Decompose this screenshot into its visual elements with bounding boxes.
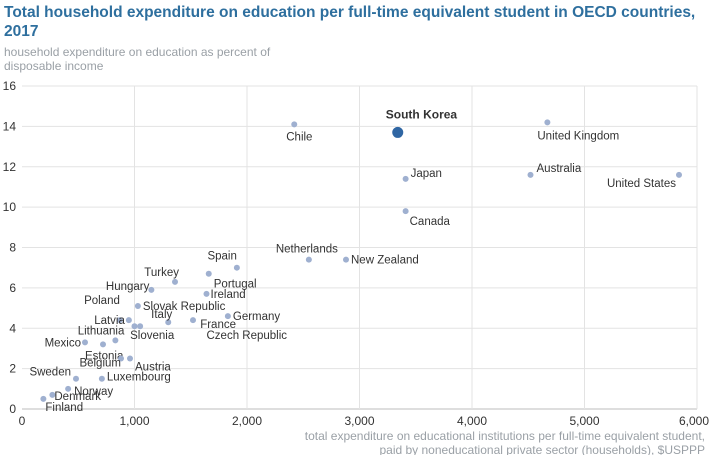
x-tick-label: 3,000 [344,414,374,428]
point-norway [65,385,72,392]
label-united-states: United States [607,178,676,190]
label-canada: Canada [410,216,451,228]
point-spain [233,264,240,271]
label-new-zealand: New Zealand [351,255,419,267]
point-italy [165,319,172,326]
x-tick-label: 5,000 [569,414,599,428]
point-sweden [73,375,79,382]
y-tick-label: 2 [9,362,16,376]
point-south-korea [392,126,404,138]
point-latvia [125,317,132,324]
point-belgium [118,355,124,362]
x-tick-label: 0 [19,414,26,428]
point-united-kingdom [544,119,551,126]
y-tick-label: 0 [9,402,16,416]
x-tick-label: 4,000 [457,414,487,428]
point-lithuania [112,337,119,344]
x-tick-label: 1,000 [119,414,149,428]
point-estonia [100,341,106,348]
label-united-kingdom: United Kingdom [537,130,619,142]
label-netherlands: Netherlands [276,244,338,256]
label-ireland: Ireland [211,289,246,301]
label-germany: Germany [233,311,281,323]
label-portugal: Portugal [214,279,257,291]
x-axis-label: paid by noneducational private sector (h… [379,443,705,455]
label-south-korea: South Korea [386,107,458,121]
point-hungary [148,286,155,293]
label-norway: Norway [74,386,113,398]
point-japan [402,175,409,182]
x-tick-label: 2,000 [232,414,262,428]
point-ireland [203,290,210,297]
label-denmark: Denmark [54,391,101,403]
label-luxembourg: Luxembourg [107,372,171,384]
label-hungary: Hungary [106,281,150,293]
y-tick-label: 6 [9,281,16,295]
point-australia [527,171,534,178]
label-chile: Chile [286,131,312,143]
y-tick-label: 4 [9,321,16,335]
point-denmark [49,391,56,398]
point-slovak-republic [134,303,141,310]
y-tick-label: 16 [3,79,17,93]
y-tick-label: 14 [3,119,17,133]
point-new-zealand [343,256,349,263]
label-czech-republic: Czech Republic [207,330,288,342]
label-australia: Australia [537,163,582,175]
point-mexico [82,339,88,346]
label-latvia: Latvia [94,315,125,327]
x-tick-label: 6,000 [679,414,709,428]
point-portugal [205,270,212,277]
point-netherlands [305,256,312,263]
x-axis-label: total expenditure on educational institu… [305,429,705,443]
y-tick-label: 8 [9,241,16,255]
point-slovenia [137,323,144,330]
label-lithuania: Lithuania [78,325,125,337]
point-poland [116,317,123,324]
chart-title: Total household expenditure on education… [4,4,696,40]
point-germany [224,313,231,320]
label-japan: Japan [411,168,442,180]
point-czech-republic [131,323,138,330]
y-tick-label: 10 [3,200,17,214]
point-finland [40,395,47,402]
point-chile [291,121,298,128]
label-france: France [200,319,236,331]
point-austria [127,355,133,362]
label-estonia: Estonia [85,350,124,362]
label-slovak-republic: Slovak Republic [143,301,226,313]
point-luxembourg [98,375,105,382]
label-belgium: Belgium [79,358,121,370]
label-spain: Spain [207,251,236,263]
label-slovenia: Slovenia [130,330,175,342]
label-poland: Poland [84,295,120,307]
point-france [190,317,196,324]
y-axis-subtitle: household expenditure on education as pe… [4,45,271,73]
point-united-states [676,171,682,178]
label-finland: Finland [45,402,83,414]
point-canada [402,208,409,215]
point-turkey [172,278,178,285]
label-sweden: Sweden [29,367,71,379]
label-mexico: Mexico [45,337,81,349]
label-austria: Austria [135,362,171,374]
label-turkey: Turkey [144,267,179,279]
y-tick-label: 12 [3,160,17,174]
label-italy: Italy [151,309,172,321]
